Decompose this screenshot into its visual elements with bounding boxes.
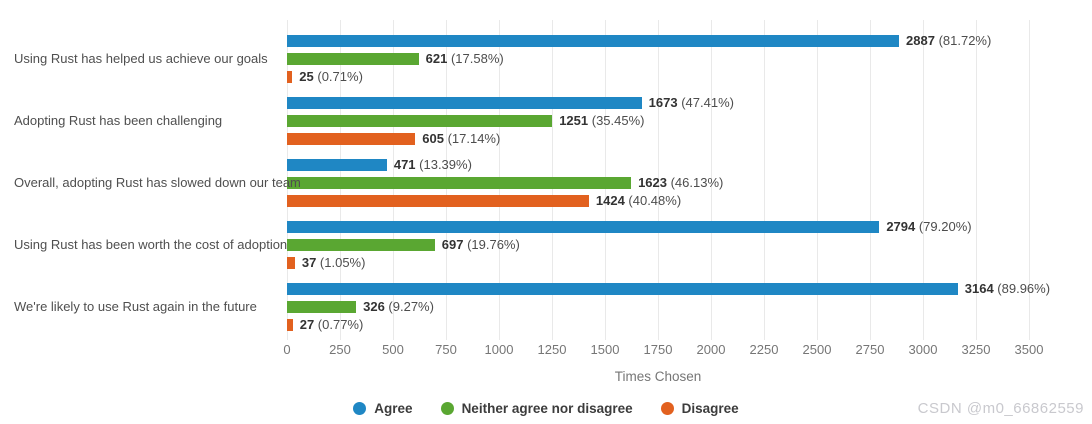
value-label-disagree-row-2: 1424 (40.48%) <box>595 193 682 208</box>
gridline-2000 <box>711 20 712 340</box>
bar-neither-agree-nor-disagree-row-4 <box>287 301 357 313</box>
gridline-3000 <box>923 20 924 340</box>
legend-dot-disagree <box>660 402 674 415</box>
gridline-3250 <box>976 20 977 340</box>
x-tick-2250: 2250 <box>749 342 779 357</box>
bar-agree-row-2 <box>287 159 387 171</box>
gridline-2500 <box>817 20 818 340</box>
watermark: CSDN @m0_66862559 <box>917 400 1084 417</box>
gridline-3500 <box>1029 20 1030 340</box>
value-label-disagree-row-1: 605 (17.14%) <box>422 131 501 146</box>
legend-item-disagree: Disagree <box>660 401 739 416</box>
bar-disagree-row-2 <box>287 195 589 207</box>
x-tick-750: 750 <box>435 342 457 357</box>
x-axis-title: Times Chosen <box>614 369 702 384</box>
x-tick-2500: 2500 <box>802 342 832 357</box>
gridline-2750 <box>870 20 871 340</box>
legend-label-neither-agree-nor-disagree: Neither agree nor disagree <box>461 401 633 416</box>
legend-item-neither-agree-nor-disagree: Neither agree nor disagree <box>440 401 633 416</box>
bar-agree-row-4 <box>287 283 958 295</box>
value-label-neither-agree-nor-disagree-row-0: 621 (17.58%) <box>425 51 504 66</box>
bar-neither-agree-nor-disagree-row-2 <box>287 177 632 189</box>
x-tick-1250: 1250 <box>537 342 567 357</box>
bar-disagree-row-3 <box>287 257 295 269</box>
value-label-agree-row-1: 1673 (47.41%) <box>648 95 734 110</box>
bar-neither-agree-nor-disagree-row-1 <box>287 115 553 127</box>
x-tick-3500: 3500 <box>1014 342 1044 357</box>
legend-label-agree: Agree <box>374 401 413 416</box>
bar-agree-row-1 <box>287 97 642 109</box>
x-tick-1000: 1000 <box>484 342 514 357</box>
legend-item-agree: Agree <box>353 401 413 416</box>
value-label-agree-row-3: 2794 (79.20%) <box>886 219 972 234</box>
x-tick-3250: 3250 <box>961 342 991 357</box>
bar-neither-agree-nor-disagree-row-0 <box>287 53 419 65</box>
bar-agree-row-0 <box>287 35 900 47</box>
bar-disagree-row-4 <box>287 319 293 331</box>
x-tick-0: 0 <box>283 342 291 357</box>
value-label-disagree-row-4: 27 (0.77%) <box>299 317 364 332</box>
legend: Agree Neither agree nor disagree Disagree <box>0 401 1092 416</box>
category-label-0: Using Rust has helped us achieve our goa… <box>14 51 268 66</box>
category-label-3: Using Rust has been worth the cost of ad… <box>14 237 288 252</box>
value-label-neither-agree-nor-disagree-row-3: 697 (19.76%) <box>441 237 520 252</box>
category-label-1: Adopting Rust has been challenging <box>14 113 223 128</box>
x-tick-2000: 2000 <box>696 342 726 357</box>
x-tick-3000: 3000 <box>908 342 938 357</box>
value-label-neither-agree-nor-disagree-row-1: 1251 (35.45%) <box>559 113 645 128</box>
legend-dot-agree <box>353 402 367 415</box>
value-label-disagree-row-3: 37 (1.05%) <box>301 255 366 270</box>
bar-disagree-row-0 <box>287 71 293 83</box>
bar-disagree-row-1 <box>287 133 416 145</box>
value-label-agree-row-2: 471 (13.39%) <box>393 157 472 172</box>
value-label-neither-agree-nor-disagree-row-4: 326 (9.27%) <box>363 299 434 314</box>
value-label-disagree-row-0: 25 (0.71%) <box>299 69 363 84</box>
bar-agree-row-3 <box>287 221 880 233</box>
x-tick-1750: 1750 <box>643 342 673 357</box>
bar-neither-agree-nor-disagree-row-3 <box>287 239 435 251</box>
x-tick-1500: 1500 <box>590 342 620 357</box>
x-tick-500: 500 <box>382 342 404 357</box>
category-label-4: We're likely to use Rust again in the fu… <box>14 299 257 314</box>
value-label-agree-row-0: 2887 (81.72%) <box>906 33 992 48</box>
category-label-2: Overall, adopting Rust has slowed down o… <box>14 175 301 190</box>
value-label-agree-row-4: 3164 (89.96%) <box>964 281 1051 296</box>
x-tick-2750: 2750 <box>855 342 885 357</box>
legend-dot-neither-agree-nor-disagree <box>440 402 454 415</box>
legend-label-disagree: Disagree <box>681 401 739 416</box>
gridline-1750 <box>658 20 659 340</box>
value-label-neither-agree-nor-disagree-row-2: 1623 (46.13%) <box>638 175 724 190</box>
gridline-2250 <box>764 20 765 340</box>
x-tick-250: 250 <box>329 342 351 357</box>
